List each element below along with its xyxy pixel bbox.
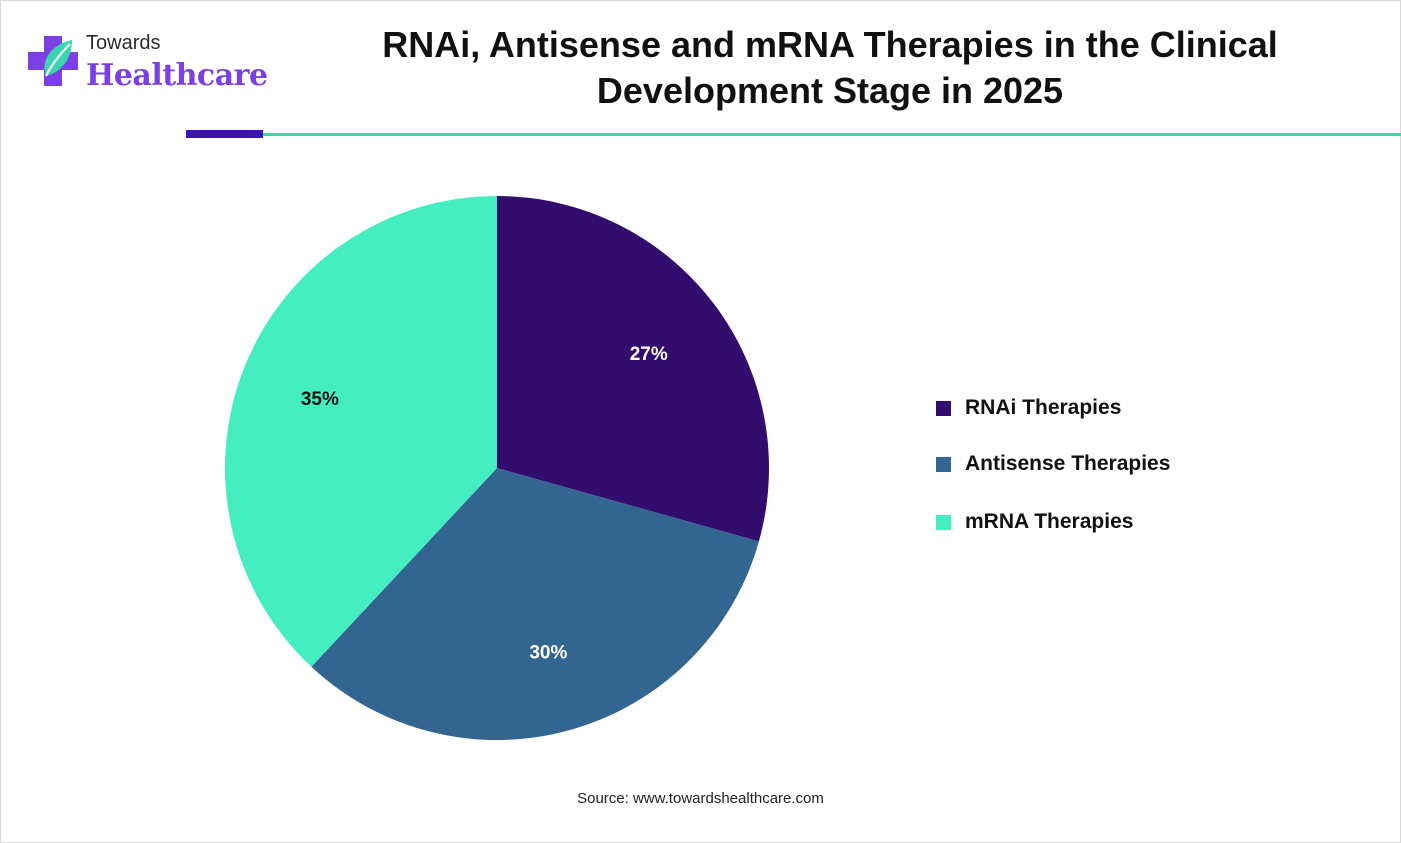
pie-slice-mrna-therapies — [225, 196, 498, 667]
pie-slice-antisense-therapies — [311, 468, 759, 741]
brand-healthcare: Healthcare — [86, 58, 268, 93]
legend-swatch — [936, 401, 951, 416]
pie-slice-rnai-therapies — [497, 196, 769, 542]
legend-swatch — [936, 457, 951, 472]
brand-logo: Towards Healthcare — [26, 30, 268, 100]
medical-cross-leaf-icon — [28, 36, 78, 86]
brand-towards: Towards — [86, 32, 161, 54]
source-note: Source: www.towardshealthcare.com — [577, 790, 824, 807]
title-rule — [263, 133, 1401, 136]
legend-swatch — [936, 515, 951, 530]
legend-label: RNAi Therapies — [965, 396, 1122, 419]
legend-label: Antisense Therapies — [965, 452, 1171, 475]
data-label-mrna-therapies: 35% — [301, 389, 339, 410]
legend-label: mRNA Therapies — [965, 510, 1134, 533]
data-label-rnai-therapies: 27% — [630, 344, 668, 365]
data-label-antisense-therapies: 30% — [529, 642, 567, 663]
title-rule-accent — [186, 130, 263, 138]
page-title: RNAi, Antisense and mRNA Therapies in th… — [382, 24, 1278, 111]
